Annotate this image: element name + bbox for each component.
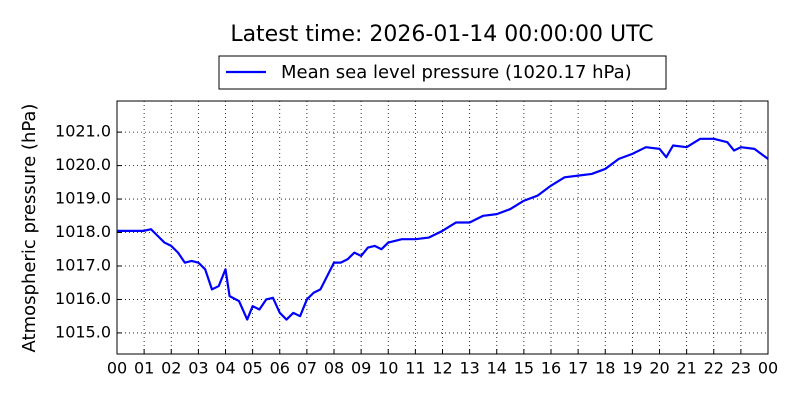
x-tick-label: 19 — [622, 359, 642, 378]
x-tick-label: 00 — [758, 359, 778, 378]
x-tick-label: 21 — [676, 359, 696, 378]
y-tick-label: 1018.0 — [55, 222, 111, 241]
legend-label: Mean sea level pressure (1020.17 hPa) — [281, 62, 632, 83]
x-tick-label: 13 — [459, 359, 479, 378]
plot-frame — [116, 100, 769, 355]
x-tick-label: 16 — [541, 359, 561, 378]
x-tick-label: 00 — [107, 359, 127, 378]
x-tick-label: 20 — [649, 359, 669, 378]
x-tick-label: 11 — [405, 359, 425, 378]
x-tick-label: 15 — [514, 359, 534, 378]
x-tick-label: 06 — [270, 359, 290, 378]
x-tick-label: 02 — [161, 359, 181, 378]
y-tick-label: 1017.0 — [55, 255, 111, 274]
x-tick-label: 17 — [568, 359, 588, 378]
x-tick-label: 03 — [188, 359, 208, 378]
y-tick-label: 1015.0 — [55, 322, 111, 341]
data-line — [117, 137, 769, 321]
x-tick-label: 04 — [215, 359, 235, 378]
x-tick-label: 22 — [704, 359, 724, 378]
y-axis-label: Atmospheric pressure (hPa) — [19, 104, 40, 353]
legend-frame — [218, 55, 667, 90]
y-tick-label: 1019.0 — [55, 189, 111, 208]
x-tick-label: 10 — [378, 359, 398, 378]
x-tick-label: 09 — [351, 359, 371, 378]
x-tick-label: 23 — [731, 359, 751, 378]
x-tick-label: 14 — [487, 359, 507, 378]
x-tick-label: 12 — [432, 359, 452, 378]
x-tick-label: 08 — [324, 359, 344, 378]
x-tick-label: 18 — [595, 359, 615, 378]
y-tick-label: 1020.0 — [55, 155, 111, 174]
x-tick-label: 07 — [297, 359, 317, 378]
x-tick-label: 05 — [242, 359, 262, 378]
y-tick-label: 1021.0 — [55, 122, 111, 141]
x-tick-label: 01 — [134, 359, 154, 378]
y-tick-label: 1016.0 — [55, 289, 111, 308]
chart-title: Latest time: 2026-01-14 00:00:00 UTC — [230, 22, 653, 47]
